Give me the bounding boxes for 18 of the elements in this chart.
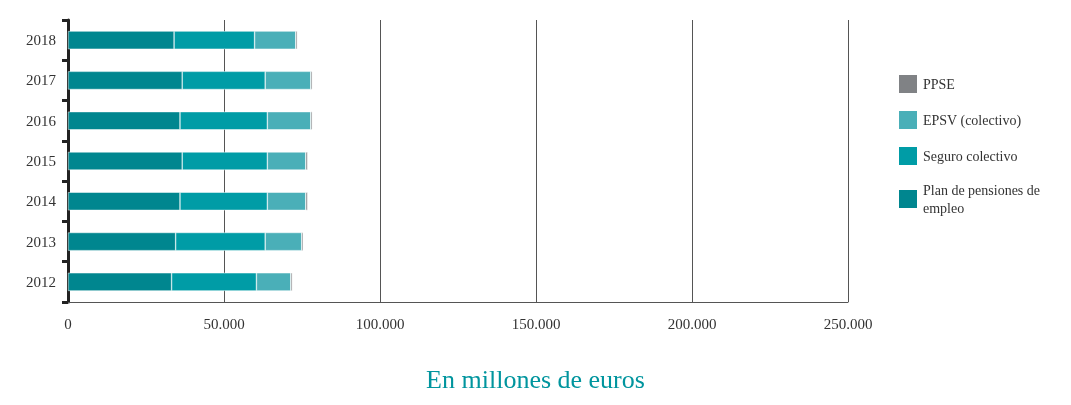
y-tick-label: 2015 bbox=[26, 153, 56, 169]
x-tick-label: 50.000 bbox=[203, 315, 245, 332]
x-tick-label: 200.000 bbox=[667, 315, 717, 332]
x-tick-label: 250.000 bbox=[823, 315, 873, 332]
y-tick-label: 2016 bbox=[26, 112, 57, 129]
legend-label: PPSE bbox=[923, 76, 955, 92]
y-tick-label: 2017 bbox=[26, 72, 57, 89]
x-tick-label: 0 bbox=[64, 315, 72, 332]
y-tick-label: 2014 bbox=[26, 193, 57, 210]
legend-label: Plan de pensiones de empleo bbox=[923, 182, 1044, 216]
y-tick-label: 2018 bbox=[26, 32, 56, 49]
x-tick-label: 150.000 bbox=[511, 315, 561, 332]
x-tick-label: 100.000 bbox=[355, 315, 405, 332]
x-axis-title: En millones de euros bbox=[426, 364, 645, 394]
legend-label: EPSV (colectivo) bbox=[923, 112, 1022, 129]
legend-label: Seguro colectivo bbox=[923, 148, 1018, 164]
y-tick-label: 2013 bbox=[26, 233, 56, 250]
y-tick-label: 2012 bbox=[26, 273, 56, 290]
